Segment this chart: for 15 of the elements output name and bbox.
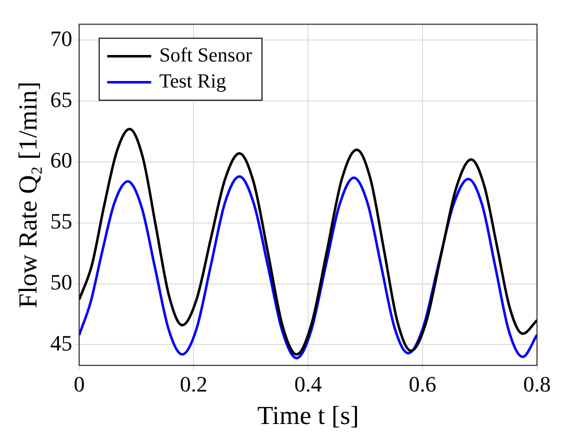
- legend-label: Soft Sensor: [159, 44, 252, 66]
- x-tick-label: 0.2: [180, 371, 208, 396]
- x-tick-label: 0.4: [294, 371, 322, 396]
- x-tick-label: 0.6: [408, 371, 436, 396]
- y-tick-label: 70: [50, 26, 72, 51]
- y-tick-label: 45: [50, 330, 72, 356]
- x-tick-label: 0: [74, 371, 85, 396]
- y-axis-title: Flow Rate Q₂ [1/min]: [13, 82, 42, 308]
- legend-label: Test Rig: [159, 70, 226, 92]
- y-tick-label: 65: [50, 86, 72, 112]
- y-tick-label: 60: [50, 148, 72, 173]
- x-axis-title: Time t [s]: [257, 401, 359, 430]
- y-tick-label: 50: [50, 270, 72, 295]
- y-tick-label: 55: [50, 208, 72, 234]
- x-tick-label: 0.8: [523, 371, 551, 396]
